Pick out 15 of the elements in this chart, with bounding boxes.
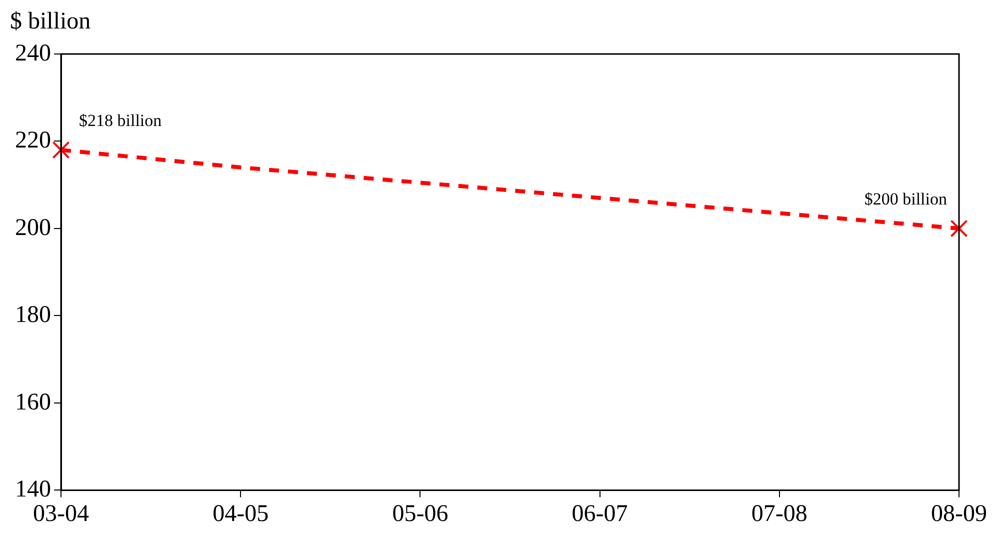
y-tick-label: 240 [15, 40, 51, 66]
x-tick-label: 05-06 [392, 500, 448, 527]
x-tick-label: 08-09 [931, 500, 988, 527]
x-tick-label: 04-05 [212, 500, 269, 527]
y-tick-label: 160 [15, 389, 51, 416]
y-tick-label: 140 [15, 476, 51, 502]
y-tick-label: 220 [15, 128, 51, 154]
annotation: $218 billion [79, 110, 162, 130]
x-tick-label: 07-08 [751, 500, 808, 527]
y-tick-label: 180 [15, 302, 51, 328]
x-tick-label: 03-04 [33, 500, 89, 527]
x-tick-label: 06-07 [572, 500, 628, 527]
y-tick-label: 200 [15, 214, 51, 241]
annotation: $200 billion [864, 189, 948, 208]
y-axis-title: $ billion [10, 8, 91, 34]
